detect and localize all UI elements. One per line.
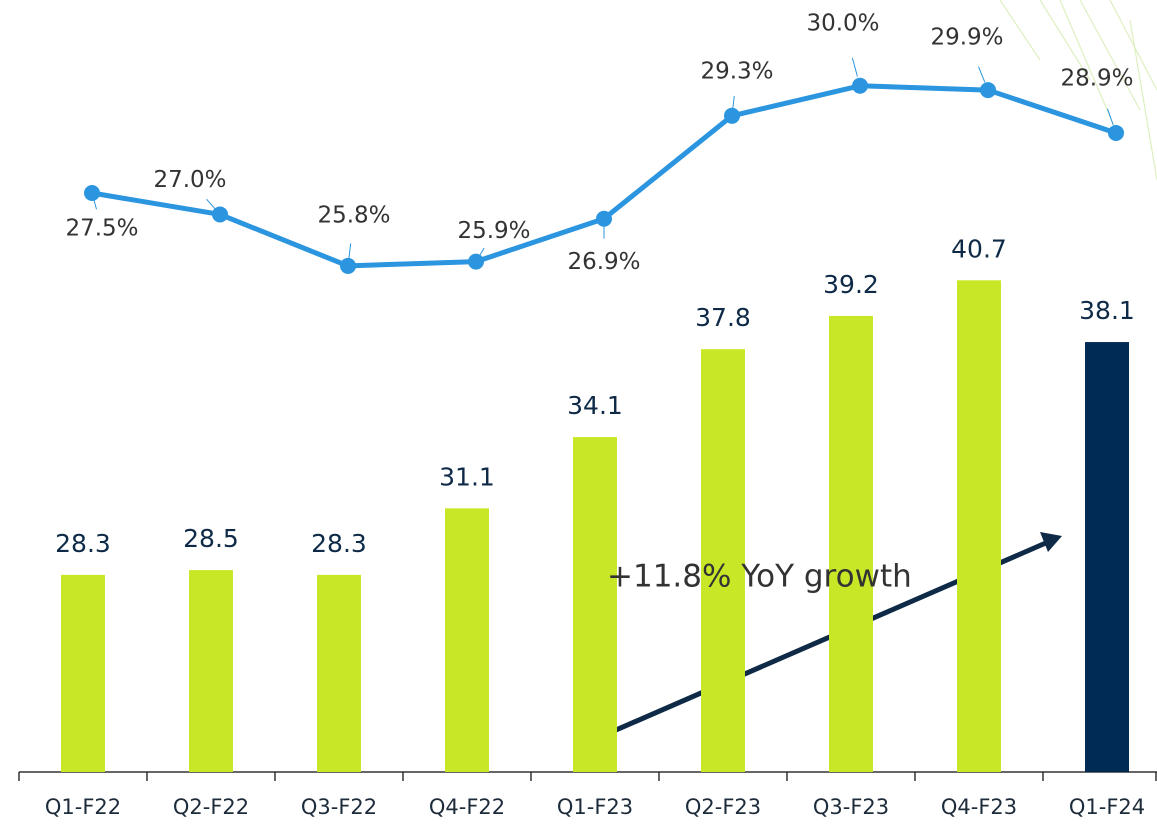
leader-line	[851, 57, 858, 77]
bar-value-label: 38.1	[1079, 296, 1135, 325]
line-point	[596, 210, 612, 227]
bar-value-label: 28.3	[55, 529, 111, 558]
leader-line	[206, 198, 216, 210]
line-value-label: 29.9%	[930, 25, 1003, 51]
line-value-label: 25.8%	[317, 202, 390, 228]
line-value-label: 28.9%	[1060, 65, 1133, 91]
bar	[957, 280, 1001, 772]
line-point	[724, 107, 740, 124]
bar	[701, 349, 745, 772]
line-value-label: 26.9%	[567, 249, 640, 275]
x-tick-label: Q3-F23	[813, 795, 889, 819]
x-tick-label: Q2-F22	[173, 795, 249, 819]
leader-line	[348, 243, 352, 259]
bar	[61, 574, 105, 772]
line-value-label: 25.9%	[457, 218, 530, 244]
bar-value-label: 31.1	[439, 462, 495, 491]
bar-value-label: 28.3	[311, 529, 367, 558]
line-value-label: 27.0%	[153, 167, 226, 193]
x-tick-label: Q1-F22	[45, 795, 121, 819]
leader-line	[1106, 108, 1114, 126]
bar	[829, 315, 873, 772]
line-point	[852, 77, 868, 94]
x-tick-label: Q4-F22	[429, 795, 505, 819]
bar	[317, 574, 361, 772]
x-tick-label: Q1-F23	[557, 795, 633, 819]
bar	[189, 570, 233, 772]
bar-value-label: 37.8	[695, 303, 751, 332]
bar-value-label: 39.2	[823, 270, 879, 299]
line-point	[1108, 124, 1124, 141]
annotation: +11.8% YoY growth	[607, 559, 912, 595]
bar	[1085, 342, 1129, 772]
leader-line	[978, 66, 986, 83]
line-value-label: 29.3%	[700, 58, 773, 84]
bar-value-label: 28.5	[183, 524, 239, 553]
bar	[445, 508, 489, 772]
bar-value-label: 34.1	[567, 391, 623, 420]
line-value-label: 30.0%	[806, 10, 879, 36]
line-point	[212, 206, 228, 223]
x-tick-label: Q1-F24	[1069, 795, 1145, 819]
x-tick-label: Q4-F23	[941, 795, 1017, 819]
line-point	[468, 253, 484, 270]
arrow-head	[1040, 532, 1062, 552]
leader-line	[732, 95, 735, 110]
bar-value-label: 40.7	[951, 234, 1007, 263]
x-tick-label: Q2-F23	[685, 795, 761, 819]
line-point	[84, 185, 100, 201]
x-tick-label: Q3-F22	[301, 795, 377, 819]
line-value-label: 27.5%	[65, 216, 138, 242]
bar	[573, 437, 617, 772]
line-point	[980, 82, 996, 99]
line-point	[340, 257, 356, 274]
